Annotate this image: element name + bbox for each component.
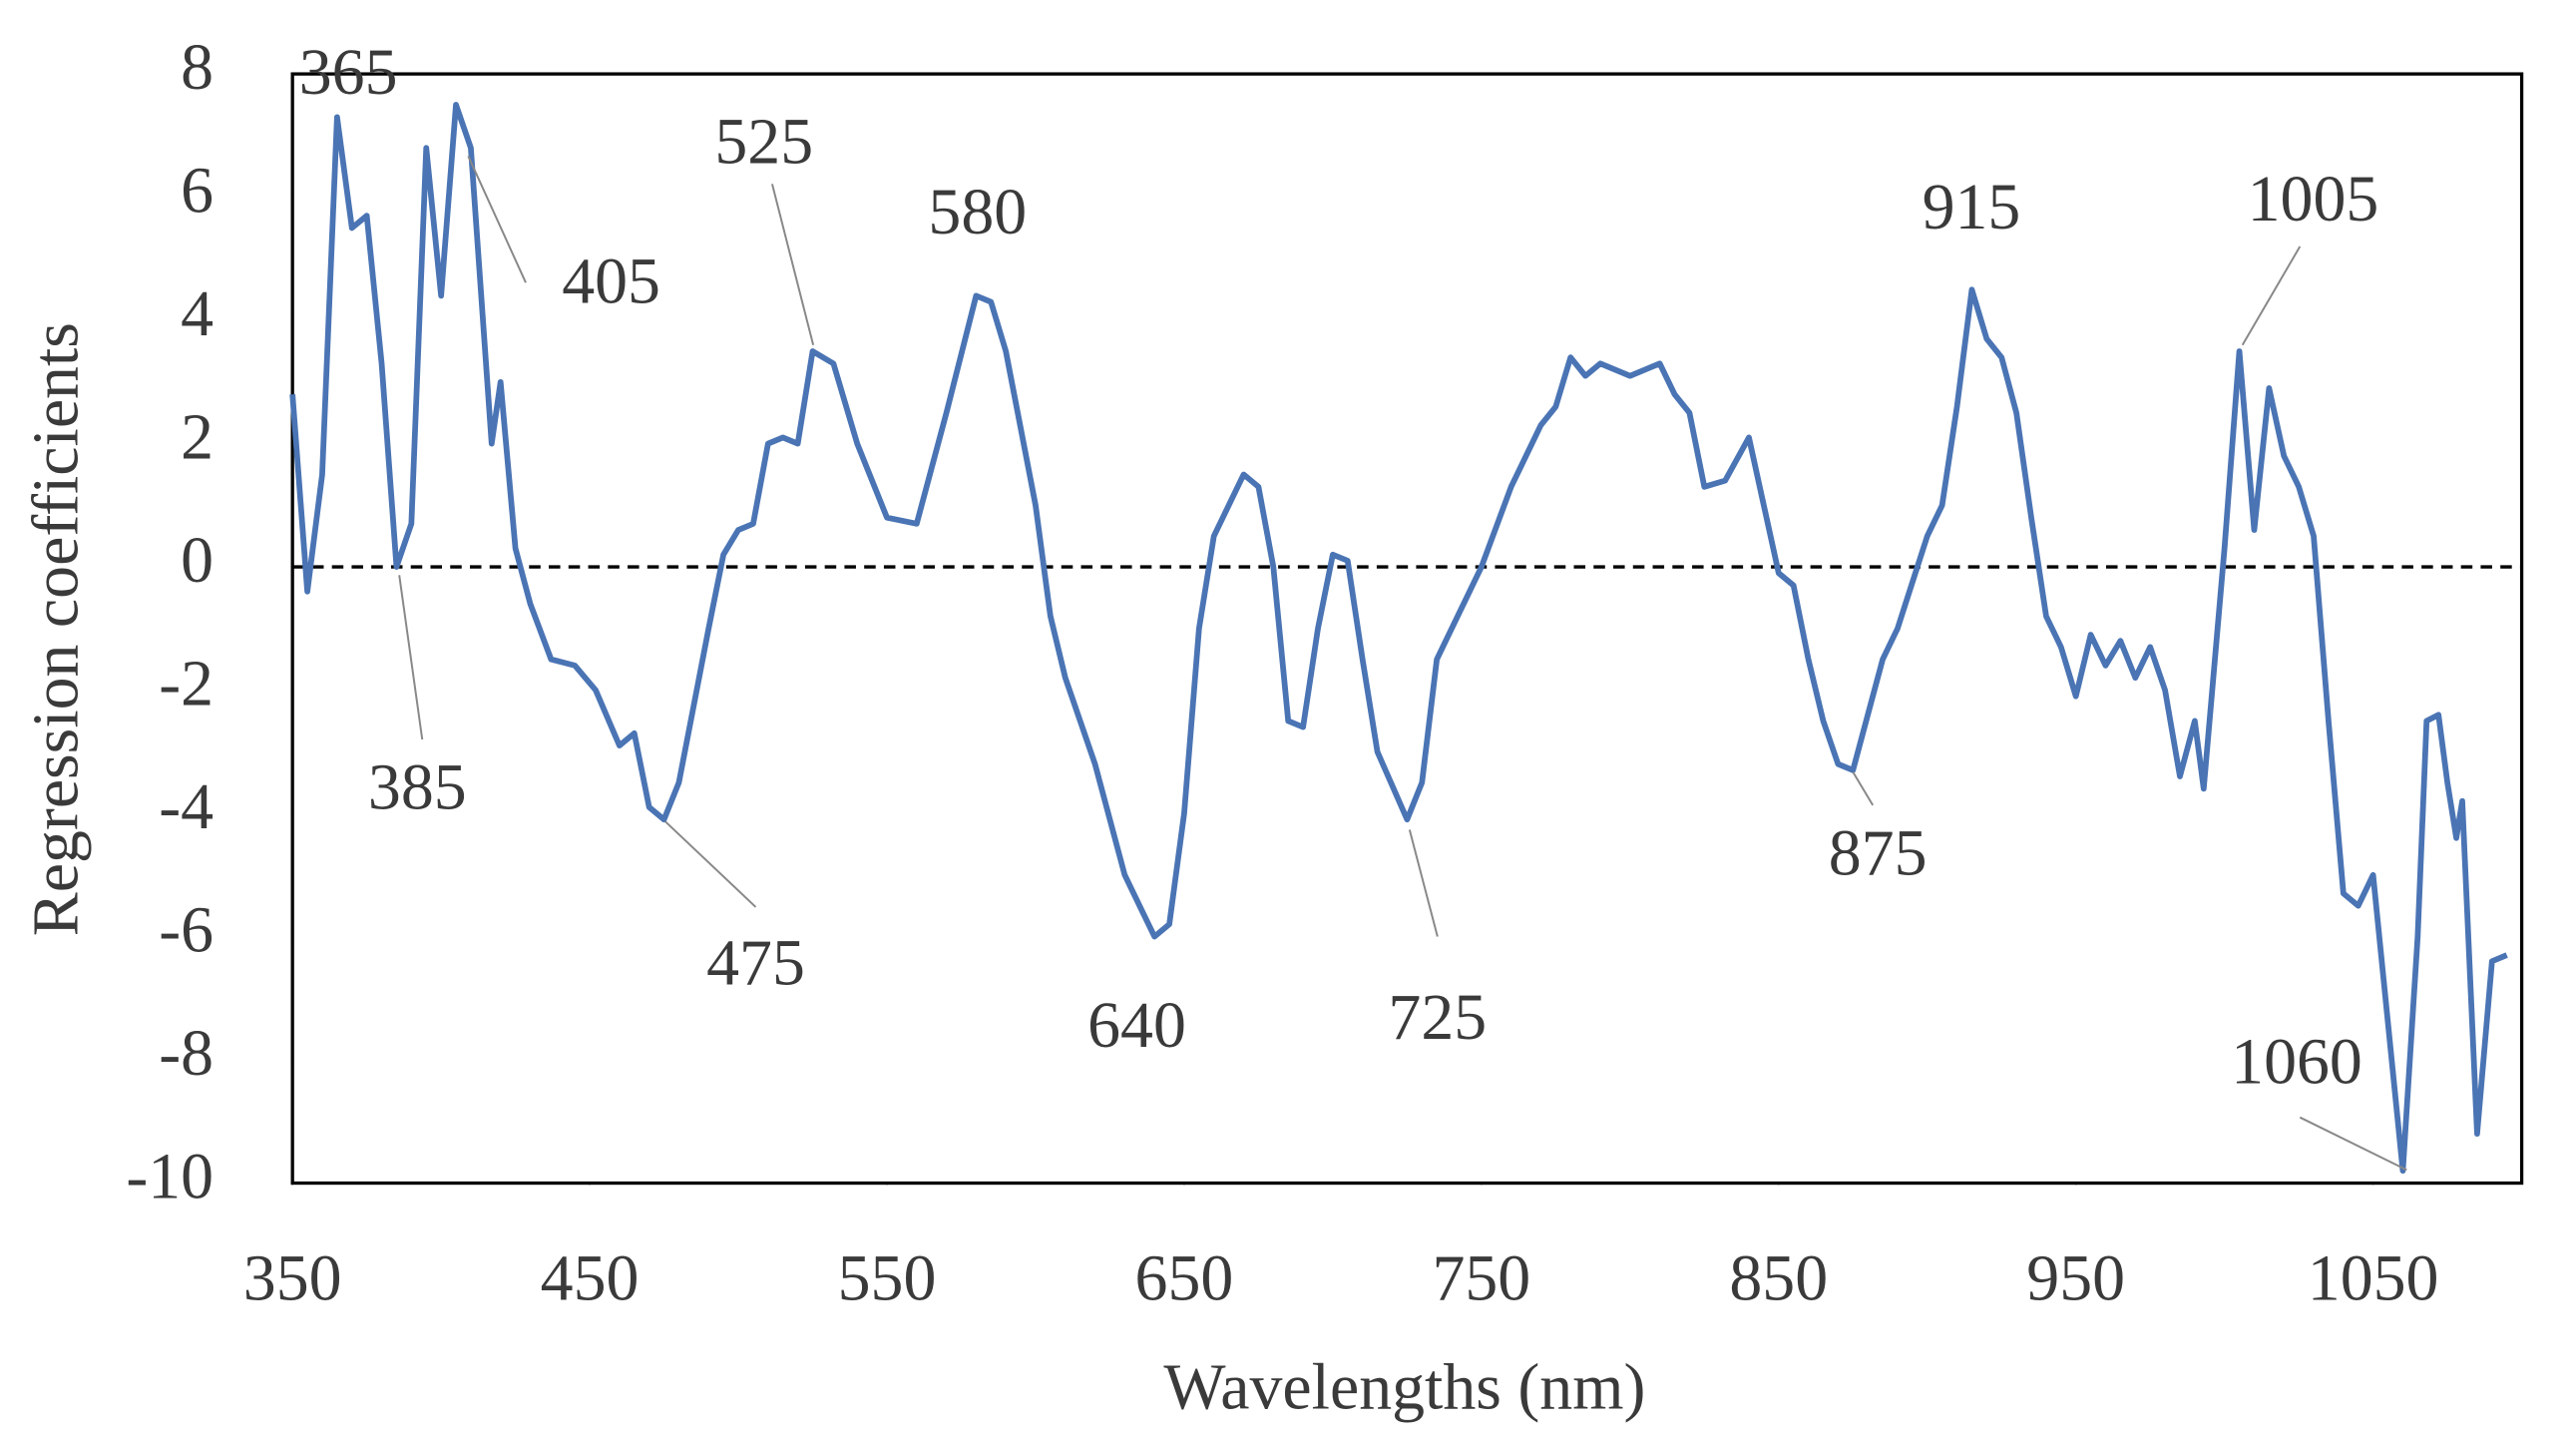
y-tick-label: 8 [181, 31, 214, 104]
y-tick-label: -8 [159, 1017, 214, 1090]
x-tick-label: 450 [541, 1242, 640, 1315]
x-tick-label: 850 [1729, 1242, 1828, 1315]
x-tick-label: 350 [243, 1242, 342, 1315]
leader-line [1408, 829, 1439, 937]
annotation: 385 [368, 750, 467, 823]
x-tick-label: 550 [838, 1242, 937, 1315]
y-axis-title: Regression coefficients [20, 322, 93, 936]
plot-frame [290, 72, 2524, 1186]
y-tick-label: -6 [159, 894, 214, 967]
leader-line [664, 820, 757, 908]
annotation: 580 [928, 176, 1027, 248]
leader-line [1852, 771, 1875, 806]
y-tick-label: 0 [181, 524, 214, 597]
x-tick-label: 750 [1432, 1242, 1530, 1315]
annotation: 365 [299, 36, 398, 109]
annotation: 1060 [2231, 1025, 2362, 1098]
leader-line [2299, 1116, 2407, 1172]
x-tick-label: 1050 [2308, 1242, 2439, 1315]
y-tick-label: -4 [159, 770, 214, 843]
y-tick-label: 4 [181, 277, 214, 350]
x-tick-label: 950 [2026, 1242, 2125, 1315]
annotation: 405 [562, 244, 660, 317]
y-tick-label: 2 [181, 401, 214, 474]
annotation: 915 [1923, 171, 2021, 243]
annotation: 1005 [2248, 163, 2379, 236]
y-tick-label: 6 [181, 155, 214, 228]
y-tick-label: -2 [159, 648, 214, 721]
leader-line [467, 156, 527, 283]
x-tick-label: 650 [1135, 1242, 1234, 1315]
y-tick-label: -10 [126, 1141, 214, 1213]
leader-line [771, 184, 815, 346]
x-axis-title: Wavelengths (nm) [1163, 1350, 1645, 1423]
data-line [289, 102, 2508, 1175]
annotation: 725 [1388, 981, 1487, 1054]
annotation: 475 [706, 927, 805, 1000]
annotation: 875 [1829, 816, 1928, 889]
annotation: 640 [1087, 989, 1186, 1062]
leader-line [398, 575, 424, 740]
annotation: 525 [714, 105, 813, 178]
leader-line [2241, 245, 2302, 346]
